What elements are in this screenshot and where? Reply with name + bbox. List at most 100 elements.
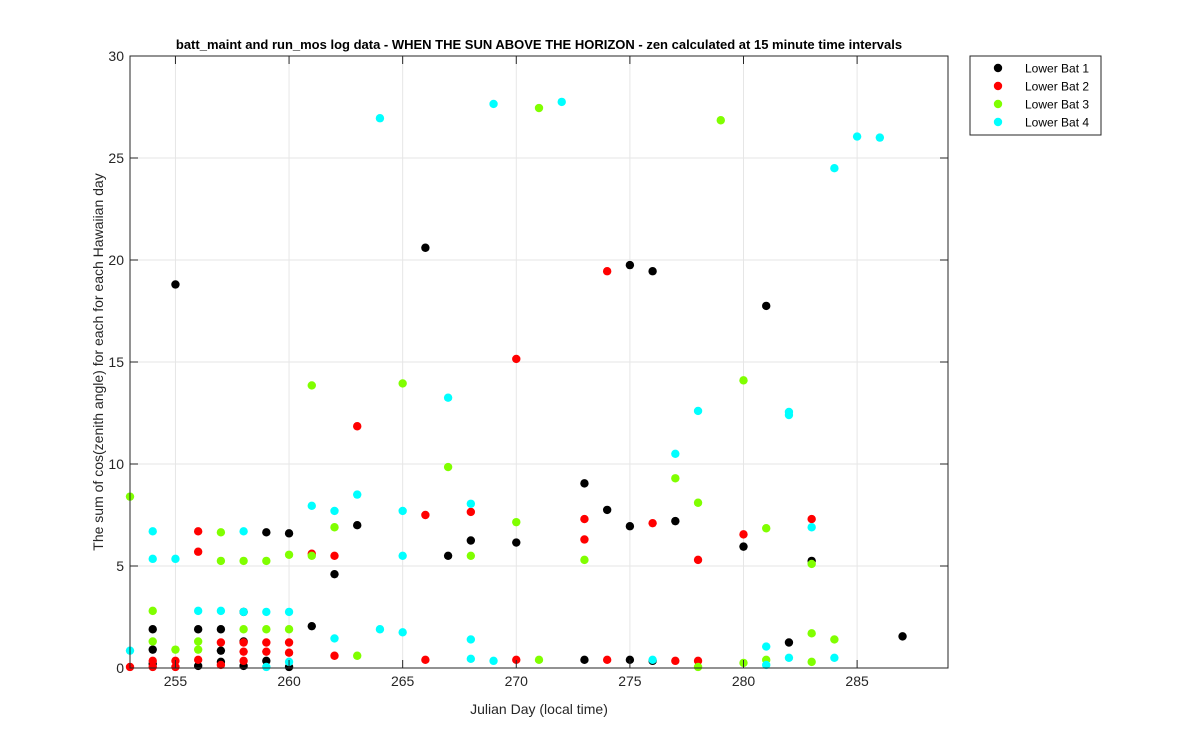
data-point [443, 551, 453, 560]
data-point [148, 625, 157, 634]
data-point [830, 653, 839, 662]
data-point [466, 654, 476, 664]
data-point [671, 516, 680, 526]
legend-marker [993, 99, 1003, 109]
data-point [330, 506, 339, 516]
series-1 [148, 243, 907, 672]
data-point [307, 501, 316, 511]
data-point [512, 354, 521, 364]
legend-label: Lower Bat 1 [1025, 62, 1089, 76]
data-point [512, 517, 521, 527]
data-point [625, 522, 635, 531]
data-point [193, 547, 203, 556]
legend-box [969, 55, 1102, 136]
data-point [262, 647, 271, 656]
x-tick-label: 280 [732, 673, 756, 689]
data-point [148, 656, 157, 666]
data-point [489, 656, 498, 666]
x-tick-labels: 255 260 265 270 275 280 285 [164, 673, 869, 689]
data-point [693, 555, 703, 565]
y-tick-labels: 0 5 10 15 20 25 30 [108, 48, 124, 676]
data-point [671, 474, 680, 483]
data-point [353, 521, 362, 530]
data-point [580, 555, 589, 565]
data-point [534, 103, 544, 113]
x-tick-label: 260 [277, 673, 301, 689]
data-point [216, 528, 226, 537]
data-point [284, 638, 294, 647]
legend-marker [993, 63, 1003, 73]
y-tick-label: 30 [108, 48, 124, 64]
data-point [557, 97, 566, 107]
data-point [739, 530, 748, 539]
data-point [443, 462, 453, 472]
data-point [716, 116, 725, 125]
data-point [648, 267, 657, 276]
data-point [148, 527, 157, 536]
data-point [193, 527, 203, 536]
data-point [784, 638, 794, 647]
data-point [193, 637, 203, 646]
data-point [625, 260, 635, 270]
data-point [852, 132, 862, 141]
data-point [239, 607, 248, 617]
data-point [284, 550, 294, 559]
data-point [807, 657, 816, 667]
series-4 [125, 97, 885, 672]
data-point [830, 635, 839, 644]
data-point [262, 625, 271, 634]
data-point [148, 606, 157, 616]
data-point [830, 164, 839, 173]
data-point [580, 479, 589, 488]
data-point [353, 422, 362, 431]
data-point [262, 556, 271, 566]
data-point [148, 645, 157, 654]
data-points [125, 97, 907, 672]
data-point [762, 524, 771, 533]
data-point [784, 410, 794, 420]
data-point [807, 629, 816, 638]
data-point [216, 660, 226, 670]
data-point [580, 514, 589, 524]
data-point [216, 606, 226, 616]
x-tick-label: 285 [845, 673, 869, 689]
data-point [375, 625, 385, 634]
data-point [466, 536, 476, 545]
data-point [875, 133, 885, 142]
data-point [171, 645, 180, 654]
data-point [739, 376, 748, 385]
y-tick-label: 0 [116, 660, 124, 676]
data-point [171, 554, 180, 564]
data-point [353, 651, 362, 660]
x-tick-label: 265 [391, 673, 415, 689]
data-point [625, 655, 635, 665]
data-point [443, 393, 453, 402]
data-point [602, 505, 612, 515]
y-tick-label: 15 [108, 354, 124, 370]
data-point [239, 647, 248, 656]
x-axis-label: Julian Day (local time) [470, 701, 608, 717]
data-point [330, 634, 339, 643]
data-point [330, 551, 339, 560]
data-point [739, 542, 748, 551]
y-tick-label: 5 [116, 558, 124, 574]
data-point [398, 551, 407, 560]
data-point [148, 637, 157, 646]
data-point [216, 625, 226, 634]
data-point [398, 628, 407, 637]
data-point [193, 625, 203, 634]
legend-marker [993, 117, 1003, 127]
data-point [239, 638, 248, 647]
data-point [580, 535, 589, 544]
data-point [353, 490, 362, 499]
data-point [693, 406, 703, 416]
data-point [262, 607, 271, 617]
data-point [807, 523, 816, 532]
data-point [262, 656, 271, 666]
data-point [330, 651, 339, 660]
data-point [239, 527, 248, 536]
data-point [466, 551, 476, 560]
x-tick-label: 275 [618, 673, 642, 689]
data-point [602, 655, 612, 665]
